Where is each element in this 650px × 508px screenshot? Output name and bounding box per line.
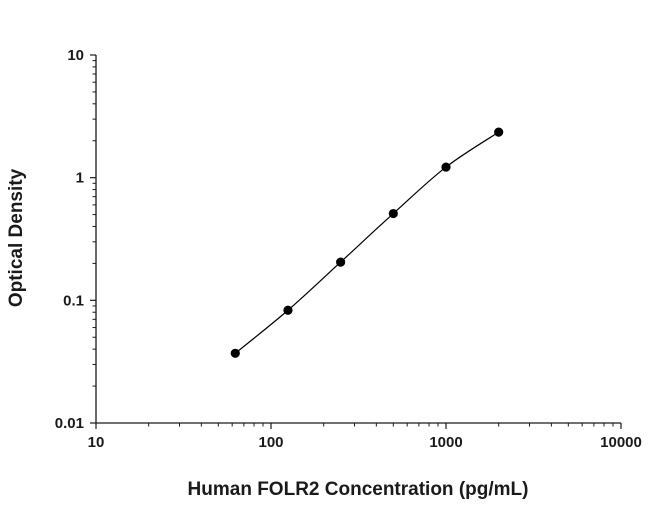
data-point: [230, 348, 240, 358]
data-points: [230, 127, 504, 358]
x-axis-title: Human FOLR2 Concentration (pg/mL): [188, 479, 529, 500]
y-tick-label: 0.01: [55, 415, 84, 432]
fit-curve-layer: [234, 131, 500, 354]
x-tick-label: 10: [88, 434, 105, 451]
data-point: [336, 257, 346, 267]
y-tick-label: 1: [76, 170, 84, 187]
x-tick-label: 100: [258, 434, 283, 451]
axes: 10 100 1000 10000 0.01 0.1 1 10: [55, 47, 642, 451]
data-point: [283, 305, 293, 315]
y-tick-label: 10: [67, 47, 84, 64]
data-point: [388, 208, 398, 219]
x-tick-label: 1000: [429, 434, 462, 451]
data-point: [494, 127, 504, 137]
y-tick-label: 0.1: [63, 292, 84, 309]
fit-curve: [234, 131, 500, 354]
x-tick-label: 10000: [600, 434, 642, 451]
y-axis-title: Optical Density: [6, 168, 27, 307]
data-point: [441, 162, 451, 172]
